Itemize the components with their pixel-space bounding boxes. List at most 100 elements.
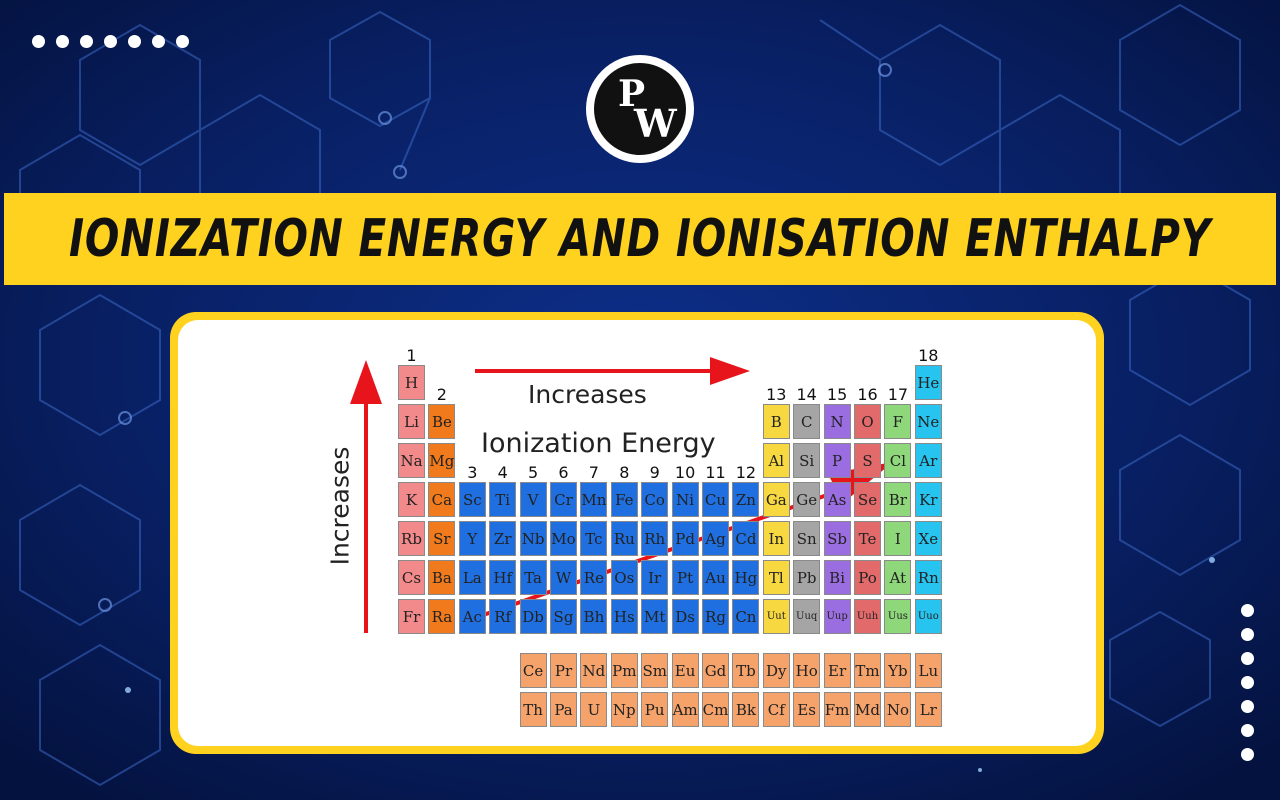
element-cell-fr: Fr: [398, 599, 425, 634]
element-cell-sm: Sm: [641, 653, 669, 688]
element-cell-rg: Rg: [702, 599, 729, 634]
element-cell-na: Na: [398, 443, 425, 478]
dot-icon: [1241, 724, 1254, 737]
element-cell-zr: Zr: [489, 521, 517, 556]
element-cell-w: W: [550, 560, 577, 595]
element-cell-uus: Uus: [884, 599, 912, 634]
group-number-5: 5: [528, 463, 539, 482]
element-cell-mg: Mg: [428, 443, 456, 478]
element-cell-rf: Rf: [489, 599, 517, 634]
horizontal-arrowhead-icon: [710, 357, 750, 385]
element-cell-pu: Pu: [641, 692, 669, 727]
element-cell-yb: Yb: [884, 653, 912, 688]
element-cell-lr: Lr: [914, 692, 942, 727]
diagram-card: Increases Ionization Energy Increases H H…: [170, 312, 1104, 754]
element-cell-uuh: Uuh: [854, 599, 881, 634]
element-cell-he: He: [914, 365, 942, 400]
element-cell-pt: Pt: [671, 560, 699, 595]
element-cell-uut: Uut: [762, 599, 790, 634]
element-cell-ds: Ds: [671, 599, 699, 634]
element-cell-se: Se: [854, 482, 881, 517]
element-cell-nb: Nb: [519, 521, 547, 556]
element-cell-os: Os: [610, 560, 638, 595]
element-cell-uuq: Uuq: [793, 599, 821, 634]
element-cell-uuo: Uuo: [914, 599, 942, 634]
element-cell-ti: Ti: [489, 482, 517, 517]
element-cell-cn: Cn: [732, 599, 760, 634]
dot-icon: [1241, 652, 1254, 665]
group-number-15: 15: [826, 385, 848, 404]
element-cell-er: Er: [823, 653, 851, 688]
dot-icon: [1241, 604, 1254, 617]
element-cell-cm: Cm: [702, 692, 729, 727]
element-cell-bh: Bh: [580, 599, 608, 634]
group-number-13: 13: [766, 385, 787, 404]
element-cell-hf: Hf: [489, 560, 517, 595]
element-cell-ag: Ag: [702, 521, 729, 556]
group-number-1: 1: [406, 346, 417, 365]
group-number-10: 10: [674, 463, 696, 482]
element-cell-nd: Nd: [580, 653, 608, 688]
element-cell-cd: Cd: [732, 521, 760, 556]
ionization-energy-label: Ionization Energy: [481, 428, 716, 459]
element-cell-po: Po: [854, 560, 881, 595]
dot-icon: [56, 35, 69, 48]
element-cell-as: As: [823, 482, 851, 517]
dot-icon: [80, 35, 93, 48]
vertical-arrowhead-icon: [350, 360, 382, 404]
element-cell-ni: Ni: [671, 482, 699, 517]
element-cell-ce: Ce: [519, 653, 547, 688]
horizontal-increases-label: Increases: [528, 380, 647, 409]
element-cell-mt: Mt: [641, 599, 669, 634]
element-cell-i: I: [884, 521, 912, 556]
logo-letter-w: W: [634, 101, 677, 146]
element-cell-ir: Ir: [641, 560, 669, 595]
element-cell-cl: Cl: [884, 443, 912, 478]
element-cell-f: F: [884, 404, 912, 439]
element-cell-tm: Tm: [854, 653, 881, 688]
element-cell-k: K: [398, 482, 425, 517]
element-cell-au: Au: [702, 560, 729, 595]
group-number-16: 16: [857, 385, 878, 404]
decorative-dots-top-left: [32, 35, 189, 48]
element-cell-ba: Ba: [428, 560, 456, 595]
element-cell-cs: Cs: [398, 560, 425, 595]
element-cell-no: No: [884, 692, 912, 727]
dot-icon: [104, 35, 117, 48]
element-cell-h: H: [398, 365, 425, 400]
group-number-8: 8: [619, 463, 630, 482]
dot-icon: [128, 35, 141, 48]
element-cell-pd: Pd: [671, 521, 699, 556]
element-cell-ga: Ga: [762, 482, 790, 517]
element-cell-rb: Rb: [398, 521, 425, 556]
decorative-dots-right: [1241, 604, 1254, 761]
element-cell-ta: Ta: [519, 560, 547, 595]
element-cell-cr: Cr: [550, 482, 577, 517]
page-title: IONIZATION ENERGY AND IONISATION ENTHALP…: [69, 209, 1211, 269]
group-number-18: 18: [918, 346, 939, 365]
group-number-6: 6: [558, 463, 569, 482]
element-cell-zn: Zn: [732, 482, 760, 517]
group-number-12: 12: [735, 463, 757, 482]
element-cell-re: Re: [580, 560, 608, 595]
element-cell-fe: Fe: [610, 482, 638, 517]
dot-icon: [1241, 700, 1254, 713]
element-cell-si: Si: [793, 443, 821, 478]
element-cell-at: At: [884, 560, 912, 595]
element-cell-sc: Sc: [458, 482, 486, 517]
element-cell-dy: Dy: [762, 653, 790, 688]
element-cell-ra: Ra: [428, 599, 456, 634]
element-cell-db: Db: [519, 599, 547, 634]
pw-logo-icon: P W: [586, 55, 694, 163]
element-cell-am: Am: [671, 692, 699, 727]
title-banner: IONIZATION ENERGY AND IONISATION ENTHALP…: [4, 193, 1276, 285]
element-cell-s: S: [854, 443, 881, 478]
element-cell-al: Al: [762, 443, 790, 478]
dot-icon: [1241, 628, 1254, 641]
element-cell-bk: Bk: [732, 692, 760, 727]
element-cell-b: B: [762, 404, 790, 439]
element-cell-hs: Hs: [610, 599, 638, 634]
dot-icon: [1241, 676, 1254, 689]
element-cell-cf: Cf: [762, 692, 790, 727]
element-cell-xe: Xe: [914, 521, 942, 556]
